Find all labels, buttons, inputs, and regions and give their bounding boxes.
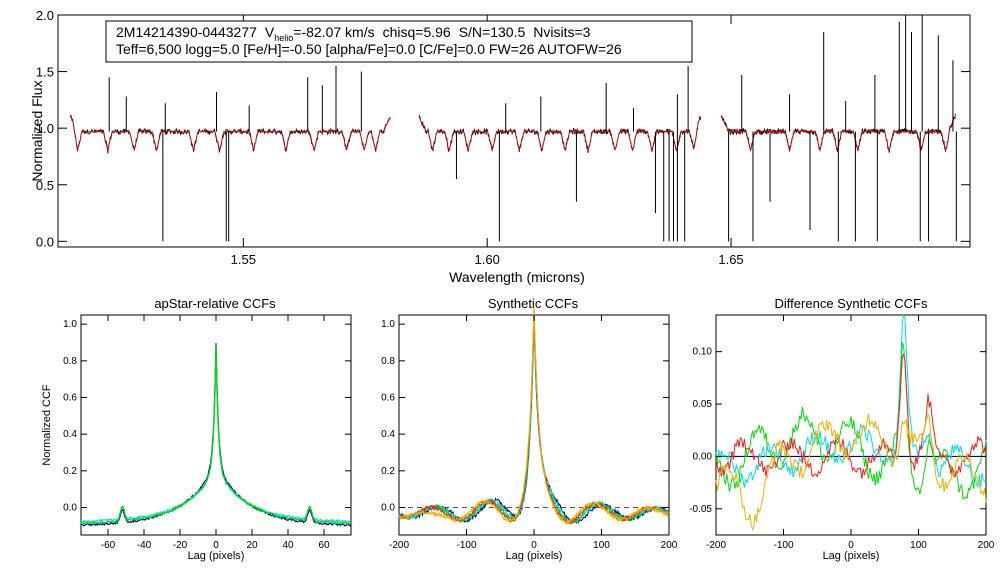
- synthetic-ccf-ytick-label: 0.2: [381, 466, 395, 477]
- apstar-ccf-xtick-label: -20: [173, 540, 188, 551]
- synthetic-ccf-ytick-label: 0.0: [381, 503, 395, 514]
- difference-ccf-ytick-label: 0.05: [693, 399, 713, 410]
- apstar-ccf-series-line: [80, 351, 352, 524]
- observed-spectrum-line: [418, 114, 702, 153]
- spectrum-ytick-label: 0.0: [36, 234, 54, 249]
- difference-ccf-frame: [715, 314, 987, 536]
- apstar-ccf-series-line: [80, 344, 352, 525]
- apstar-ccf-ytick-label: 0.4: [63, 429, 77, 440]
- apstar-ccf-xtick-label: 40: [282, 540, 294, 551]
- apstar-ccf-xtick-label: 60: [318, 540, 330, 551]
- vhelio-value: =-82.07 km/s: [293, 24, 374, 40]
- star-id: 2M14214390-0443277: [116, 24, 257, 40]
- spectrum-ytick-label: 2.0: [36, 8, 54, 23]
- snr-value: S/N=130.5: [459, 24, 526, 40]
- spectrum-xtick-label: 1.65: [718, 252, 743, 267]
- nvisits-value: Nvisits=3: [533, 24, 590, 40]
- spectrum-ylabel: Normalized Flux: [29, 80, 45, 181]
- difference-ccf-ytick-label: 0.00: [693, 451, 713, 462]
- difference-ccf-xlabel: Lag (pixels): [823, 550, 880, 562]
- apstar-ccf-ylabel: Normalized CCF: [41, 384, 53, 466]
- synthetic-ccf-series-line: [398, 306, 670, 525]
- spectrum-xtick-label: 1.60: [475, 252, 500, 267]
- info-line-1: 2M14214390-0443277 Vhelio=-82.07 km/s chis…: [116, 24, 591, 43]
- vhelio-symbol: V: [265, 24, 275, 40]
- synthetic-ccf-ytick-label: 0.4: [381, 429, 395, 440]
- synthetic-ccf-xtick-label: 100: [593, 540, 610, 551]
- apstar-ccf-ytick-label: 0.6: [63, 393, 77, 404]
- synthetic-ccf-xtick-label: 200: [661, 540, 678, 551]
- apstar-ccf-panel: apStar-relative CCFs -60 -40 -20 0 20 40 60 0.0…: [41, 296, 352, 562]
- difference-ccf-series-line: [715, 414, 987, 531]
- synthetic-ccf-xtick-label: -200: [389, 540, 409, 551]
- difference-ccf-axes: -200 -100 0 100 200 -0.05 0.00 0.05 0.10: [689, 315, 995, 551]
- synthetic-ccf-lines: [398, 306, 670, 525]
- difference-ccf-panel: Difference Synthetic CCFs -200 -100 0 100 20…: [689, 296, 995, 562]
- observed-spectrum-line: [69, 114, 391, 154]
- vhelio-subscript: helio: [274, 33, 293, 43]
- apstar-ccf-xtick-label: 20: [246, 540, 258, 551]
- difference-ccf-xtick-label: -200: [706, 540, 726, 551]
- chisq-value: chisq=5.96: [383, 24, 451, 40]
- spectrum-traces: [69, 15, 957, 242]
- difference-ccf-series-line: [715, 342, 987, 501]
- apstar-ccf-xlabel: Lag (pixels): [188, 550, 245, 562]
- synthetic-ccf-series-line: [398, 317, 670, 524]
- difference-ccf-xtick-label: -100: [773, 540, 793, 551]
- difference-ccf-ytick-label: 0.10: [693, 347, 713, 358]
- spectrum-xlabel: Wavelength (microns): [449, 269, 585, 285]
- difference-ccf-title: Difference Synthetic CCFs: [775, 296, 928, 311]
- difference-ccf-series-line: [715, 352, 987, 479]
- spectrum-ytick-label: 1.0: [36, 121, 54, 136]
- apstar-ccf-ytick-label: 1.0: [63, 319, 77, 330]
- difference-ccf-xtick-label: 0: [848, 540, 854, 551]
- difference-ccf-series-line: [715, 313, 987, 488]
- difference-ccf-xtick-label: 100: [910, 540, 927, 551]
- synthetic-ccf-axes: -200 -100 0 100 200 0.0 0.2 0.4 0.6 0.8 1.0: [381, 315, 678, 551]
- info-box-frame: [105, 20, 693, 63]
- spectrum-plot-frame: [57, 14, 971, 248]
- apstar-ccf-xtick-label: 0: [213, 540, 219, 551]
- synthetic-ccf-series-line: [398, 309, 670, 525]
- synthetic-ccf-xtick-label: 0: [531, 540, 537, 551]
- model-spectrum-line: [418, 116, 701, 152]
- synthetic-ccf-series-line: [398, 321, 670, 525]
- synthetic-ccf-title: Synthetic CCFs: [488, 296, 579, 311]
- apstar-ccf-axes: -60 -40 -20 0 20 40 60 0.0 0.2 0.4 0.6 0.8 1.0: [63, 315, 351, 551]
- apstar-ccf-lines: [80, 343, 352, 527]
- spectrum-ytick-label: 1.5: [36, 65, 54, 80]
- apstar-ccf-xtick-label: -40: [137, 540, 152, 551]
- spectrum-xtick-label: 1.55: [231, 252, 256, 267]
- model-spectrum-line: [69, 115, 391, 152]
- synthetic-ccf-xlabel: Lag (pixels): [506, 550, 563, 562]
- difference-ccf-xtick-label: 200: [978, 540, 995, 551]
- synthetic-ccf-panel: Synthetic CCFs -200 -100 0 100 200 0.0 0.2 0.4 0…: [381, 296, 678, 562]
- synthetic-ccf-ytick-label: 1.0: [381, 319, 395, 330]
- spectrum-axes: 1.55 1.60 1.65 0.0 0.5 1.0 1.5 2.0: [36, 8, 970, 267]
- synthetic-ccf-series-line: [398, 313, 670, 525]
- info-line-2: Teff=6,500 logg=5.0 [Fe/H]=-0.50 [alpha/…: [116, 41, 622, 57]
- info-box: 2M14214390-0443277 Vhelio=-82.07 km/s chis…: [105, 20, 693, 63]
- synthetic-ccf-xtick-label: -100: [456, 540, 476, 551]
- difference-ccf-ytick-label: -0.05: [689, 504, 712, 515]
- spectrum-panel: 1.55 1.60 1.65 0.0 0.5 1.0 1.5 2.0 Wavelength (…: [29, 8, 971, 285]
- apstar-ccf-ytick-label: 0.8: [63, 356, 77, 367]
- synthetic-ccf-ytick-label: 0.6: [381, 393, 395, 404]
- apstar-ccf-ytick-label: 0.2: [63, 466, 77, 477]
- spectrum-ytick-label: 0.5: [36, 178, 54, 193]
- apstar-ccf-xtick-label: -60: [101, 540, 116, 551]
- synthetic-ccf-frame: [398, 314, 670, 536]
- apstar-ccf-ytick-label: 0.0: [63, 503, 77, 514]
- difference-ccf-lines: [715, 313, 987, 531]
- apstar-ccf-title: apStar-relative CCFs: [154, 296, 276, 311]
- synthetic-ccf-ytick-label: 0.8: [381, 356, 395, 367]
